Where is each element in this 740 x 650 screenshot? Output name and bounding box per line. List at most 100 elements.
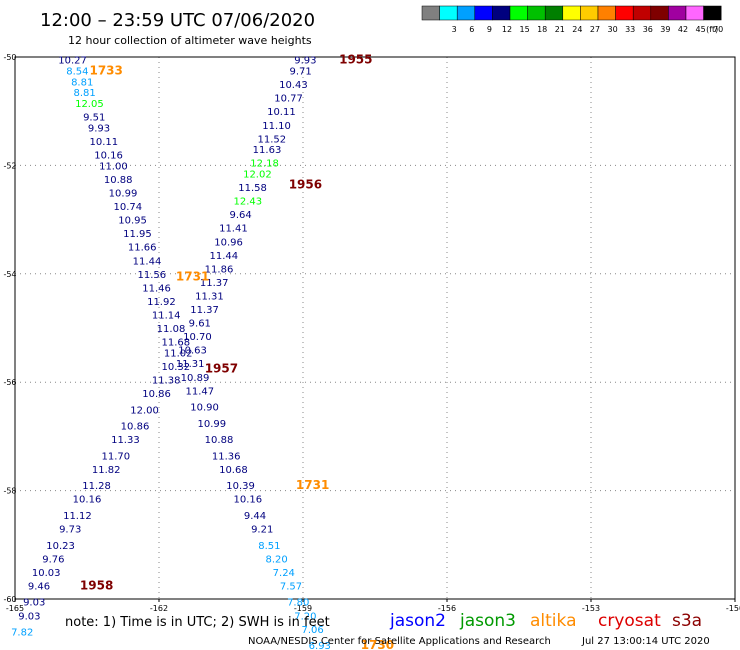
swh-value: 8.54 [66, 67, 88, 78]
swh-value: 8.81 [73, 88, 95, 99]
swh-value: 11.66 [128, 243, 157, 254]
swh-value: 11.12 [63, 511, 92, 522]
swh-value: 12.18 [250, 159, 279, 170]
swh-value: 10.86 [142, 389, 171, 400]
legend-label: 3 [452, 25, 457, 34]
swh-value: 11.68 [161, 338, 190, 349]
chart-title: 12:00 – 23:59 UTC 07/06/2020 [40, 10, 315, 31]
x-tick-label: -162 [150, 604, 168, 613]
swh-value: 11.92 [147, 297, 176, 308]
satellite-label-cryosat: cryosat [598, 611, 661, 631]
legend-label: 42 [678, 25, 688, 34]
swh-value: 9.51 [83, 113, 105, 124]
legend-swatch [632, 5, 652, 21]
legend-swatch [456, 5, 476, 21]
color-legend: 3 6 9 12 15 18 21 24 27 30 33 36 39 42 45 70(ft) [421, 5, 723, 34]
pass-time-label: 1731 [176, 270, 209, 284]
swh-value: 9.64 [229, 210, 251, 221]
swh-value: 10.90 [190, 403, 219, 414]
y-tick-label: -60 [3, 595, 16, 604]
swh-value: 8.20 [265, 554, 287, 565]
pass-time-label: 1733 [89, 64, 122, 78]
legend-label: 24 [572, 25, 582, 34]
swh-value: 7.24 [273, 568, 295, 579]
legend-label: 9 [487, 25, 492, 34]
map-grid [14, 56, 736, 600]
y-tick-label: -52 [3, 161, 16, 170]
swh-value: 10.86 [121, 422, 150, 433]
legend-swatch [668, 5, 687, 21]
legend-label: 33 [625, 25, 635, 34]
pass-time-label: 1731 [296, 478, 329, 492]
swh-value: 10.16 [233, 495, 262, 506]
pass-time-labels: 1955 1733 1956 1731 1957 1731 1958 1730 [80, 53, 394, 650]
swh-value: 7.82 [11, 628, 33, 639]
legend-label: 30 [608, 25, 618, 34]
swh-value: 10.27 [58, 56, 87, 67]
swh-value: 11.38 [152, 375, 181, 386]
swh-values: 10.278.548.818.8112.059.519.9310.1110.16… [11, 56, 331, 650]
swh-value: 10.11 [267, 107, 296, 118]
legend-swatch [544, 5, 564, 21]
swh-value: 10.74 [113, 202, 142, 213]
swh-value: 10.63 [178, 346, 207, 357]
swh-value: 7.06 [301, 625, 323, 636]
y-tick-label: -56 [3, 378, 16, 387]
legend-swatch [421, 5, 440, 21]
swh-value: 11.37 [190, 305, 219, 316]
swh-value: 11.46 [142, 283, 171, 294]
swh-value: 11.56 [137, 270, 166, 281]
swh-value: 8.51 [258, 541, 280, 552]
legend-swatch [439, 5, 458, 21]
swh-value: 9.03 [18, 611, 40, 622]
y-tick-label: -58 [3, 487, 16, 496]
swh-value: 7.57 [280, 581, 302, 592]
swh-value: 10.99 [197, 419, 226, 430]
swh-value: 11.44 [209, 251, 238, 262]
swh-value: 11.70 [101, 451, 130, 462]
footer-note: note: 1) Time is in UTC; 2) SWH is in fe… [65, 615, 330, 630]
swh-value: 11.52 [257, 134, 286, 145]
legend-swatch [492, 5, 511, 21]
x-tick-label: -153 [582, 604, 600, 613]
swh-value: 12.02 [243, 170, 272, 181]
swh-value: 10.77 [274, 94, 303, 105]
swh-value: 9.76 [42, 554, 64, 565]
satellite-label-jason2: jason2 [389, 611, 446, 631]
swh-value: 11.86 [205, 264, 234, 275]
swh-value: 11.08 [157, 324, 186, 335]
x-tick-label: -159 [294, 604, 312, 613]
swh-value: 10.39 [226, 481, 255, 492]
legend-label: 45 [696, 25, 706, 34]
chart-subtitle: 12 hour collection of altimeter wave hei… [68, 34, 312, 47]
swh-value: 11.31 [176, 359, 205, 370]
legend-swatch [527, 5, 546, 21]
swh-value: 9.03 [23, 598, 45, 609]
swh-value: 10.03 [32, 568, 61, 579]
legend-label: 6 [469, 25, 474, 34]
swh-value: 7.20 [294, 611, 316, 622]
swh-value: 10.68 [219, 465, 248, 476]
swh-value: 7.80 [287, 598, 309, 609]
y-tick-label: -54 [3, 270, 16, 279]
legend-swatch [580, 5, 599, 21]
plot-frame [14, 56, 736, 600]
swh-value: 10.70 [183, 332, 212, 343]
pass-time-label: 1955 [339, 53, 372, 67]
footer-timestamp: Jul 27 13:00:14 UTC 2020 [581, 636, 710, 647]
swh-value: 11.00 [99, 161, 128, 172]
swh-value: 11.31 [195, 291, 224, 302]
swh-value: 10.88 [205, 435, 234, 446]
swh-value: 10.99 [109, 189, 138, 200]
swh-value: 9.44 [244, 511, 266, 522]
swh-value: 11.58 [238, 183, 267, 194]
legend-swatch [650, 5, 669, 21]
swh-value: 8.81 [71, 77, 93, 88]
legend-label: 36 [643, 25, 653, 34]
swh-value: 10.11 [89, 137, 118, 148]
legend-swatch [562, 5, 581, 21]
swh-value: 12.43 [233, 197, 262, 208]
legend-label: 15 [520, 25, 530, 34]
swh-value: 11.33 [111, 435, 140, 446]
